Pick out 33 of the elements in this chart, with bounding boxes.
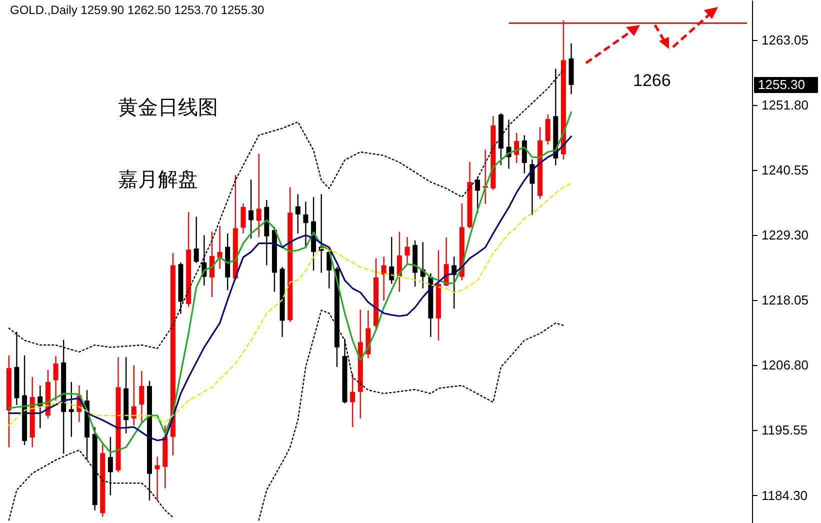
candlestick [53,355,58,402]
candlestick [522,134,527,174]
candlestick [240,202,246,234]
candlestick [68,381,74,438]
ref-line-label: 1266 [633,71,671,90]
candlestick [209,231,214,298]
y-tick-label: 1229.30 [762,228,808,243]
candlestick [303,201,308,248]
text: 1255.30 [758,77,805,92]
annotation: 黄金日线图 [118,97,218,119]
candlestick [404,236,410,264]
candlestick [154,456,160,502]
annotation: 嘉月解盘 [118,169,198,191]
candlestick [194,216,199,264]
candlestick [475,176,480,214]
candlestick [381,256,386,302]
y-tick-label: 1206.80 [762,358,808,373]
y-tick-label: 1218.05 [762,292,808,308]
candlestick [545,114,550,146]
y-tick-label: 1263.05 [762,32,808,48]
candlestick [389,236,394,284]
y-tick-label: 1251.80 [762,98,808,113]
candlestick [350,372,356,428]
candlestick [131,364,136,426]
candlestick [530,158,535,216]
y-tick-label: 1195.55 [762,422,808,438]
candlestick [295,194,300,234]
candlestick [248,179,254,240]
candlestick [139,370,144,422]
y-tick-label: 1240.55 [762,162,808,178]
candlestick [256,153,262,238]
y-tick-label: 1184.30 [762,488,808,503]
chart-title: GOLD.,Daily 1259.90 1262.50 1253.70 1255.30 [10,3,265,17]
